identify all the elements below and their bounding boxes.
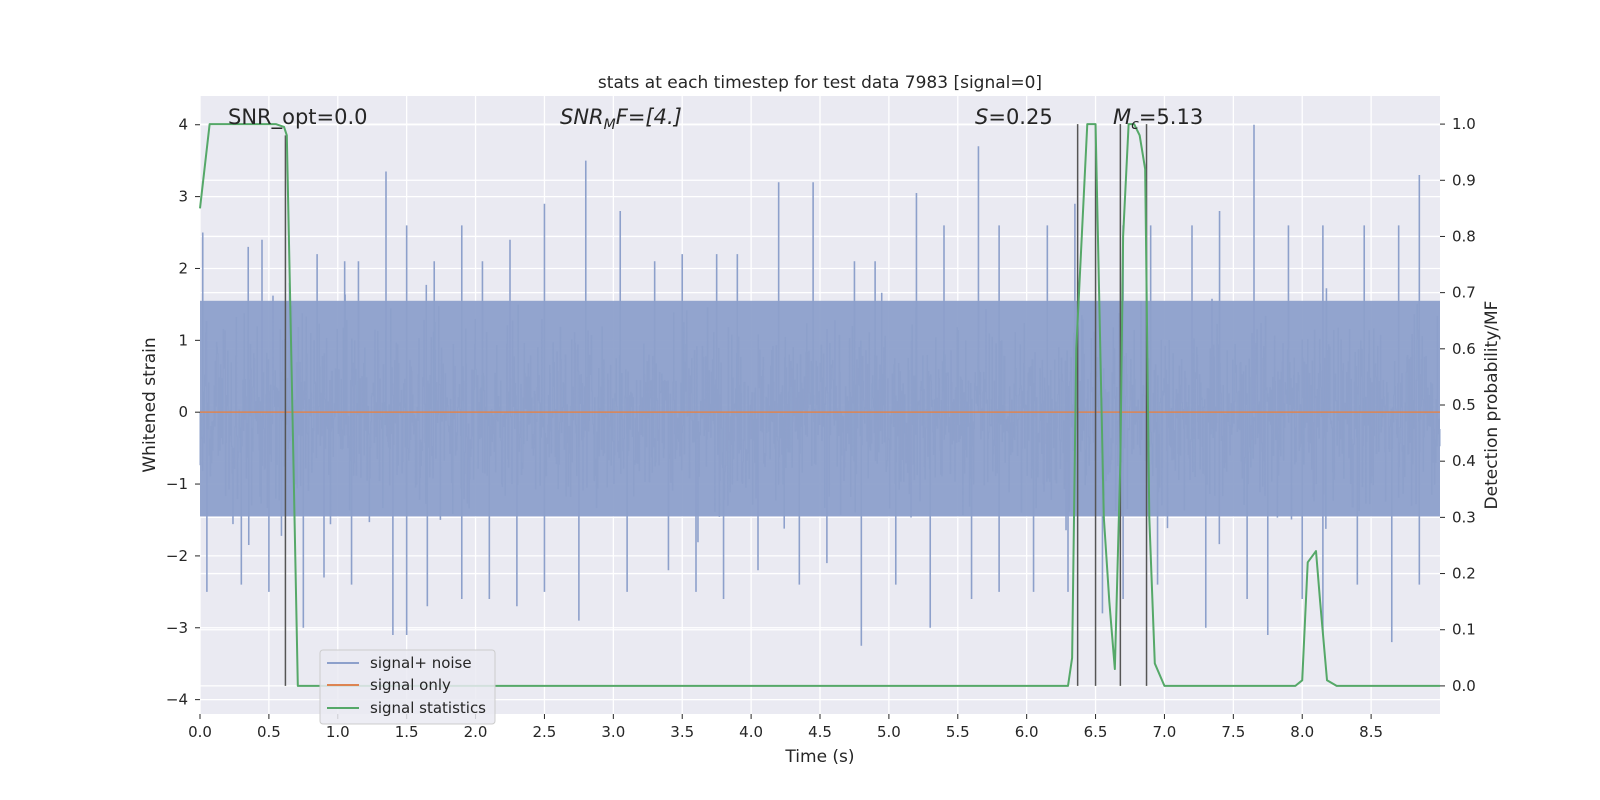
legend-label-noise: signal+ noise [370, 654, 472, 672]
x-tick-label: 2.5 [533, 723, 557, 741]
y2-tick-label: 1.0 [1452, 115, 1476, 133]
x-tick-label: 5.5 [946, 723, 970, 741]
annotations: SNR_opt=0.0 SNRMF=[4.] S=0.25 Mc=5.13 [228, 105, 1203, 133]
signal-plus-noise-series [199, 124, 1441, 646]
x-tick-label: 4.5 [808, 723, 832, 741]
x-tick-label: 6.5 [1084, 723, 1108, 741]
y2-tick-label: 0.4 [1452, 452, 1476, 470]
annotation-mc: Mc=5.13 [1113, 105, 1203, 133]
y-tick-label: 3 [178, 188, 188, 206]
x-tick-label: 6.0 [1015, 723, 1039, 741]
x-axis-label: Time (s) [784, 747, 854, 767]
y-tick-label: 4 [178, 116, 188, 134]
x-tick-label: 0.5 [257, 723, 281, 741]
y-tick-label: −4 [166, 691, 188, 709]
x-tick-label: 4.0 [739, 723, 763, 741]
signal-statistics-line [199, 123, 1440, 687]
y2-tick-label: 0.2 [1452, 565, 1476, 583]
x-tick-label: 8.5 [1359, 723, 1383, 741]
y2-tick-label: 0.0 [1452, 677, 1476, 695]
y2-tick-label: 0.5 [1452, 396, 1476, 414]
x-tick-label: 1.0 [326, 723, 350, 741]
chart-title: stats at each timestep for test data 798… [598, 73, 1042, 93]
x-tick-label: 3.0 [601, 723, 625, 741]
y2-axis-label: Detection probability/MF [1482, 301, 1502, 510]
y-tick-label: −1 [166, 475, 188, 493]
y-tick-label: −3 [166, 619, 188, 637]
x-ticks: 0.0 0.5 1.0 1.5 2.0 2.5 3.0 3.5 4.0 4.5 5.0 5.5 6.0 6… [188, 714, 1383, 741]
x-tick-label: 7.0 [1153, 723, 1177, 741]
annotation-s: S=0.25 [975, 105, 1053, 129]
x-tick-label: 0.0 [188, 723, 212, 741]
y2-tick-label: 0.9 [1452, 171, 1476, 189]
y-ticks: 4 3 2 1 0 −1 −2 −3 −4 [166, 116, 200, 709]
x-tick-label: 5.0 [877, 723, 901, 741]
signal-statistics-series [199, 123, 1440, 687]
legend-label-stats: signal statistics [370, 699, 486, 717]
legend-box [319, 649, 496, 725]
legend-label-signal: signal only [370, 676, 451, 694]
x-tick-label: 7.5 [1221, 723, 1245, 741]
x-tick-label: 8.0 [1290, 723, 1314, 741]
y2-tick-label: 0.6 [1452, 340, 1476, 358]
x-tick-label: 2.0 [464, 723, 488, 741]
y2-tick-label: 0.7 [1452, 284, 1476, 302]
y-tick-label: 0 [178, 403, 188, 421]
x-tick-label: 1.5 [395, 723, 419, 741]
y-tick-label: 2 [178, 259, 188, 277]
y2-tick-label: 0.8 [1452, 227, 1476, 245]
annotation-snr-opt: SNR_opt=0.0 [228, 105, 368, 130]
y-axis-label: Whitened strain [140, 337, 160, 472]
y-tick-label: −2 [166, 547, 188, 565]
annotation-snr-mf: SNRMF=[4.] [560, 105, 682, 133]
x-tick-label: 3.5 [670, 723, 694, 741]
y2-tick-label: 0.3 [1452, 508, 1476, 526]
y2-tick-label: 0.1 [1452, 621, 1476, 639]
y-tick-label: 1 [178, 331, 188, 349]
legend: signal+ noise signal only signal statist… [319, 649, 496, 725]
y2-ticks: 1.0 0.9 0.8 0.7 0.6 0.5 0.4 0.3 0.2 0.1 0.0 [1440, 115, 1476, 695]
